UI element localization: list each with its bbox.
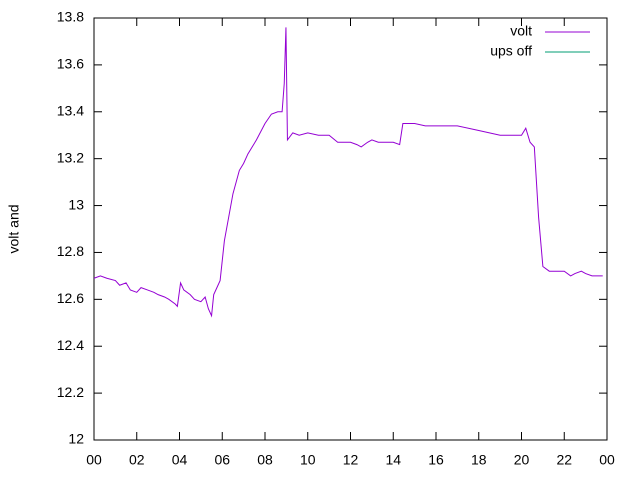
x-tick-label: 20 (514, 452, 530, 468)
y-axis-label: volt and (6, 204, 22, 253)
y-tick-label: 12.2 (57, 384, 84, 400)
x-tick-label: 00 (86, 452, 102, 468)
line-series (93, 27, 603, 318)
x-tick-label: 18 (471, 452, 487, 468)
y-tick-label: 12.4 (57, 337, 84, 353)
legend-label: ups off (490, 43, 532, 59)
plot-border (93, 17, 608, 441)
x-tick-label: 10 (300, 452, 316, 468)
x-tick-label: 14 (385, 452, 401, 468)
x-tick-label: 12 (343, 452, 359, 468)
x-tick-label: 06 (214, 452, 230, 468)
y-tick-label: 12 (68, 431, 84, 447)
y-tick-label: 12.8 (57, 243, 84, 259)
x-tick-label: 08 (257, 452, 273, 468)
y-tick-label: 13.4 (57, 102, 84, 118)
y-tick-label: 13.8 (57, 9, 84, 25)
x-tick-label: 04 (172, 452, 188, 468)
y-tick-label: 12.6 (57, 290, 84, 306)
legend-label: volt (510, 23, 532, 39)
y-tick-label: 13 (68, 196, 84, 212)
y-tick-label: 13.2 (57, 149, 84, 165)
x-tick-label: 22 (556, 452, 572, 468)
y-tick-label: 13.6 (57, 56, 84, 72)
x-tick-label: 16 (428, 452, 444, 468)
x-tick-label: 00 (599, 452, 615, 468)
x-tick-label: 02 (129, 452, 145, 468)
